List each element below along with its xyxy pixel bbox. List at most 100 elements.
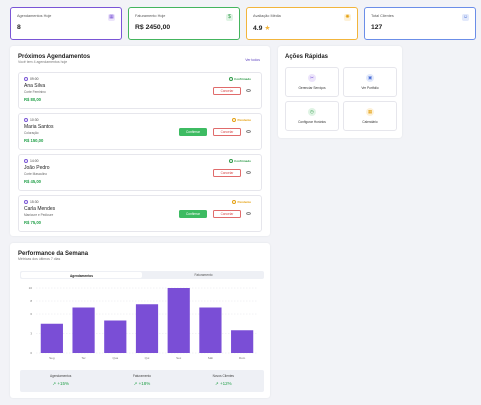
status-text: Pendente (237, 118, 251, 122)
clock-icon: ◷ (308, 108, 316, 116)
summary-new-clients: Novos Clientes ↗ +12% (183, 370, 264, 392)
summary-label: Novos Clientes (212, 374, 235, 378)
performance-subtitle: Métricas dos últimos 7 dias (18, 257, 61, 261)
quick-action-1[interactable]: ▣ Ver Portfolio (343, 67, 397, 97)
summary-appointments: Agendamentos ↗ +15% (20, 370, 101, 392)
clock-icon (24, 77, 28, 82)
star-icon: ★ (264, 25, 271, 32)
dollar-icon: $ (226, 14, 233, 21)
tab-revenue[interactable]: Faturamento (194, 273, 213, 277)
appointments-card: Próximos Agendamentos Você tem 4 agendam… (10, 46, 270, 236)
cancel-button[interactable]: Cancelar (213, 87, 241, 95)
performance-card: Performance da Semana Métricas dos últim… (10, 243, 270, 398)
stat-label: Faturamento Hoje (135, 14, 166, 18)
eye-icon[interactable] (246, 212, 251, 215)
quick-action-label: Gerenciar Serviços (298, 86, 326, 90)
time-text: 10:30 (30, 118, 39, 122)
status-text: Confirmado (234, 77, 251, 81)
status-badge: Confirmado (228, 77, 251, 82)
status-icon (231, 118, 236, 123)
appointment-item: 14:00 João Pedro Corte Masculino R$ 45,00 Co… (18, 154, 262, 191)
quick-actions-card: Ações Rápidas ✂ Gerenciar Serviços ▣ Ver Po… (278, 46, 402, 138)
summary-value: ↗ +18% (133, 381, 151, 386)
weekly-bar-chart: 0 3 6 8 10 Seg Ter Qua Qui Sex Sáb Dom (29, 286, 258, 360)
rating-value: 4.9 (253, 25, 263, 32)
clock-icon (24, 159, 28, 164)
time-text: 14:00 (30, 159, 39, 163)
calendar-icon: ▦ (366, 108, 374, 116)
summary-label: Agendamentos (49, 374, 72, 378)
eye-icon[interactable] (246, 130, 251, 133)
quick-action-3[interactable]: ▦ Calendário (343, 101, 397, 131)
status-icon (228, 159, 233, 164)
stat-card-rating: Avaliação Média 4.9 ★ ✺ (246, 7, 358, 40)
y-tick-label: 8 (30, 299, 32, 303)
bar-Seg (40, 323, 63, 353)
status-badge: Pendente (231, 118, 251, 123)
stat-label: Total Clientes (371, 14, 394, 18)
stat-card-revenue: Faturamento Hoje R$ 2450,00 $ (128, 7, 240, 40)
confirm-button[interactable]: Confirmar (179, 210, 207, 218)
bar-Ter (72, 307, 95, 353)
view-all-link[interactable]: Ver todos (245, 58, 260, 62)
appointment-time: 14:00 (24, 159, 39, 164)
appointments-subtitle: Você tem 4 agendamentos hoje (18, 60, 68, 64)
appointment-time: 15:30 (24, 200, 39, 205)
stats-row: Agendamentos Hoje 8 ▦ Faturamento Hoje R… (10, 7, 476, 40)
eye-icon[interactable] (246, 171, 251, 174)
service-name: Corte Masculino (24, 172, 48, 176)
x-tick-label: Sáb (208, 356, 214, 360)
appointment-time: 10:30 (24, 118, 39, 123)
bar-Dom (231, 330, 254, 353)
eye-icon[interactable] (246, 89, 251, 92)
quick-action-label: Ver Portfolio (361, 86, 379, 90)
confirm-button[interactable]: Confirmar (179, 128, 207, 136)
service-name: Manicure e Pedicure (24, 213, 54, 217)
tab-appointments[interactable]: Agendamentos (21, 272, 142, 278)
status-text: Confirmado (234, 159, 251, 163)
x-tick-label: Sex (176, 356, 182, 360)
quick-actions-title: Ações Rápidas (285, 54, 329, 60)
status-icon (228, 77, 233, 82)
clock-icon (24, 118, 28, 123)
cancel-button[interactable]: Cancelar (213, 210, 241, 218)
scissors-icon: ✂ (308, 74, 316, 82)
time-text: 15:30 (30, 200, 39, 204)
y-tick-label: 3 (30, 332, 32, 336)
appointment-item: 15:30 Carla Mendes Manicure e Pedicure R$ 7… (18, 195, 262, 232)
status-badge: Confirmado (228, 159, 251, 164)
cancel-button[interactable]: Cancelar (213, 169, 241, 177)
time-text: 09:00 (30, 77, 39, 81)
summary-value: ↗ +15% (52, 381, 69, 386)
summary-label: Faturamento (132, 374, 152, 378)
bar-Qua (104, 320, 127, 353)
quick-action-2[interactable]: ◷ Configurar Horários (285, 101, 339, 131)
client-name: Ana Silva (24, 83, 46, 89)
summary-revenue: Faturamento ↗ +18% (101, 370, 182, 392)
users-icon: ☺ (462, 14, 469, 21)
cancel-button[interactable]: Cancelar (213, 128, 241, 136)
appointment-item: 10:30 Maria Santos Coloração R$ 150,00 Pende… (18, 113, 262, 150)
calendar-icon: ▦ (108, 14, 115, 21)
appointments-title: Próximos Agendamentos (18, 54, 91, 60)
quick-action-label: Configurar Horários (298, 120, 326, 124)
performance-summary: Agendamentos ↗ +15% Faturamento ↗ +18% N… (20, 370, 264, 392)
status-text: Pendente (237, 200, 251, 204)
stat-value: 4.9 ★ (253, 24, 352, 32)
appointment-item: 09:00 Ana Silva Corte Feminino R$ 80,00 Conf… (18, 72, 262, 109)
quick-action-0[interactable]: ✂ Gerenciar Serviços (285, 67, 339, 97)
performance-title: Performance da Semana (18, 251, 89, 257)
bar-Qui (135, 304, 159, 353)
appointment-time: 09:00 (24, 77, 39, 82)
service-name: Corte Feminino (24, 90, 46, 94)
x-tick-label: Dom (239, 356, 246, 360)
quick-action-label: Calendário (362, 120, 378, 124)
summary-value: ↗ +12% (214, 381, 232, 386)
y-tick-label: 0 (30, 351, 32, 355)
status-badge: Pendente (231, 200, 251, 205)
stat-value: 127 (371, 24, 383, 31)
client-name: Carla Mendes (24, 206, 56, 212)
bar-Sex (167, 288, 190, 353)
performance-tabs: Agendamentos Faturamento (20, 271, 264, 279)
stat-card-appointments: Agendamentos Hoje 8 ▦ (10, 7, 122, 40)
